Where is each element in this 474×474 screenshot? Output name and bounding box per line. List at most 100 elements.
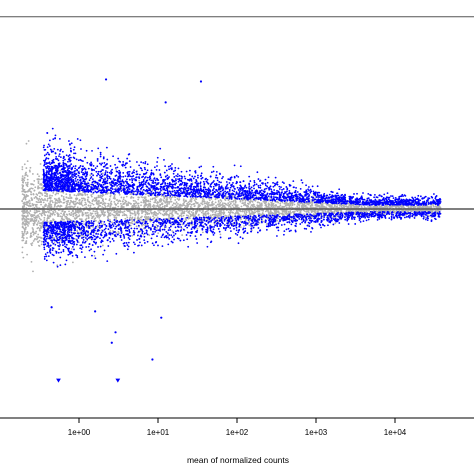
not-significant-point — [175, 210, 178, 213]
not-significant-point — [100, 214, 102, 216]
not-significant-point — [261, 213, 263, 216]
not-significant-point — [101, 244, 104, 247]
not-significant-point — [196, 202, 199, 204]
not-significant-point — [65, 217, 68, 220]
not-significant-point — [156, 227, 158, 229]
not-significant-point — [80, 202, 83, 204]
not-significant-point — [115, 212, 118, 215]
not-significant-point — [40, 187, 43, 189]
significant-point — [138, 164, 141, 167]
not-significant-point — [174, 202, 177, 205]
significant-point — [139, 167, 142, 169]
not-significant-point — [52, 210, 54, 213]
not-significant-point — [22, 198, 25, 201]
significant-point — [128, 224, 131, 227]
not-significant-point — [265, 223, 268, 225]
not-significant-point — [270, 212, 273, 215]
significant-point — [253, 187, 255, 190]
not-significant-point — [136, 211, 139, 214]
not-significant-point — [244, 201, 246, 204]
significant-point — [136, 161, 138, 163]
not-significant-point — [284, 204, 287, 207]
significant-point — [69, 147, 72, 150]
not-significant-point — [23, 231, 26, 234]
not-significant-point — [204, 206, 207, 209]
significant-point — [107, 219, 109, 222]
not-significant-point — [42, 210, 45, 213]
significant-point — [59, 264, 62, 267]
not-significant-point — [113, 195, 116, 198]
not-significant-point — [76, 211, 79, 214]
not-significant-point — [330, 206, 333, 208]
not-significant-point — [375, 206, 377, 208]
not-significant-point — [175, 201, 178, 204]
not-significant-point — [174, 196, 177, 199]
not-significant-point — [249, 198, 252, 201]
not-significant-point — [61, 210, 64, 213]
not-significant-point — [26, 210, 29, 212]
not-significant-point — [32, 240, 35, 242]
significant-point — [216, 219, 219, 222]
not-significant-point — [161, 205, 164, 208]
not-significant-point — [231, 211, 234, 214]
not-significant-point — [66, 200, 69, 202]
not-significant-point — [72, 206, 75, 209]
not-significant-point — [166, 196, 169, 199]
not-significant-point — [291, 204, 294, 207]
significant-point — [120, 232, 123, 234]
significant-point — [146, 163, 149, 166]
not-significant-point — [44, 198, 46, 200]
not-significant-point — [245, 214, 248, 216]
not-significant-point — [101, 212, 104, 215]
not-significant-point — [62, 218, 65, 221]
not-significant-point — [24, 181, 27, 184]
not-significant-point — [43, 216, 46, 219]
not-significant-point — [26, 237, 28, 239]
not-significant-point — [243, 210, 246, 213]
not-significant-point — [257, 210, 260, 213]
not-significant-point — [312, 213, 315, 216]
not-significant-point — [53, 213, 56, 216]
not-significant-point — [132, 212, 134, 215]
not-significant-point — [147, 218, 149, 220]
not-significant-point — [40, 240, 43, 243]
not-significant-point — [90, 195, 93, 198]
significant-point — [234, 217, 237, 220]
not-significant-point — [303, 210, 306, 212]
not-significant-point — [143, 216, 146, 219]
significant-point — [337, 215, 340, 218]
not-significant-point — [343, 206, 346, 209]
not-significant-point — [24, 190, 27, 193]
not-significant-point — [35, 216, 38, 219]
not-significant-point — [62, 213, 65, 216]
not-significant-point — [74, 200, 77, 203]
not-significant-point — [130, 193, 132, 196]
not-significant-point — [192, 203, 195, 206]
not-significant-point — [174, 199, 177, 201]
not-significant-point — [85, 217, 88, 220]
not-significant-point — [102, 198, 104, 201]
not-significant-point — [115, 169, 118, 171]
not-significant-point — [21, 234, 24, 237]
not-significant-point — [137, 202, 140, 205]
not-significant-point — [29, 166, 32, 169]
not-significant-point — [21, 168, 24, 171]
not-significant-point — [115, 232, 118, 234]
not-significant-point — [68, 203, 71, 206]
not-significant-point — [241, 210, 244, 213]
significant-point — [394, 196, 397, 199]
not-significant-point — [97, 206, 100, 209]
not-significant-point — [192, 213, 195, 216]
not-significant-point — [210, 203, 213, 206]
significant-point — [97, 147, 100, 150]
not-significant-point — [166, 203, 169, 206]
significant-point — [70, 231, 73, 234]
not-significant-point — [276, 219, 279, 222]
not-significant-point — [155, 205, 158, 207]
not-significant-point — [203, 202, 206, 205]
not-significant-point — [68, 213, 71, 215]
not-significant-point — [27, 140, 30, 142]
not-significant-point — [96, 210, 98, 213]
not-significant-point — [37, 240, 39, 243]
not-significant-point — [184, 217, 187, 219]
